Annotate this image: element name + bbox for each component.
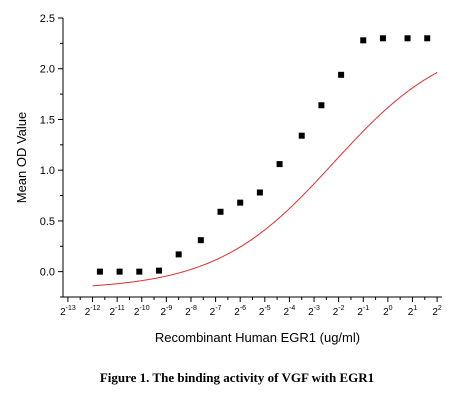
- data-point: [197, 237, 204, 244]
- x-tick-label: 21: [408, 305, 418, 318]
- x-tick-label: 2-2: [333, 305, 345, 318]
- x-tick-label: 2-5: [259, 305, 271, 318]
- fit-curve-group: [92, 72, 438, 287]
- data-point: [338, 71, 345, 78]
- fit-curve-line: [92, 72, 438, 287]
- x-tick-label: 22: [432, 305, 442, 318]
- data-point: [96, 268, 103, 275]
- y-axis-title: Mean OD Value: [14, 112, 29, 204]
- x-tick-label: 20: [383, 305, 393, 318]
- x-tick-label: 2-11: [110, 305, 125, 318]
- data-point: [116, 268, 123, 275]
- x-tick-label: 2-6: [234, 305, 246, 318]
- x-tick-label: 2-3: [308, 305, 320, 318]
- data-point: [379, 35, 386, 42]
- binding-activity-chart: 0.0 0.5 1.0 1.5 2.0 2.5 2-13 2-12 2-11 2-10 2-9 2-8…: [14, 13, 442, 345]
- data-point: [318, 102, 325, 109]
- figure-caption: Figure 1. The binding activity of VGF wi…: [99, 370, 375, 385]
- data-point: [136, 268, 143, 275]
- data-point: [256, 189, 263, 196]
- x-tick-label: 2-9: [160, 305, 172, 318]
- y-tick-label: 0.5: [40, 216, 55, 228]
- tick-group: 0.0 0.5 1.0 1.5 2.0 2.5 2-13 2-12 2-11 2-10 2-9 2-8…: [40, 13, 442, 318]
- axes: [62, 18, 442, 298]
- data-point: [175, 251, 182, 258]
- x-tick-label: 2-8: [185, 305, 197, 318]
- x-tick-label: 2-4: [284, 305, 296, 318]
- data-point: [155, 267, 162, 274]
- x-tick-label: 2-7: [210, 305, 222, 318]
- y-tick-label: 1.0: [40, 165, 55, 177]
- x-tick-label: 2-1: [357, 305, 369, 318]
- data-points-group: [96, 35, 431, 275]
- data-point: [276, 161, 283, 168]
- x-tick-label: 2-10: [134, 305, 150, 318]
- data-point: [298, 132, 305, 139]
- data-point: [217, 208, 224, 215]
- y-tick-label: 2.5: [40, 13, 55, 25]
- x-tick-label: 2-13: [60, 305, 76, 318]
- data-point: [237, 199, 244, 206]
- data-point: [404, 35, 411, 42]
- y-tick-label: 1.5: [40, 114, 55, 126]
- x-axis-title: Recombinant Human EGR1 (ug/ml): [155, 330, 360, 345]
- x-tick-label: 2-12: [85, 305, 101, 318]
- data-point: [424, 35, 431, 42]
- y-tick-label: 2.0: [40, 64, 55, 76]
- data-point: [360, 37, 367, 44]
- y-tick-label: 0.0: [40, 267, 55, 279]
